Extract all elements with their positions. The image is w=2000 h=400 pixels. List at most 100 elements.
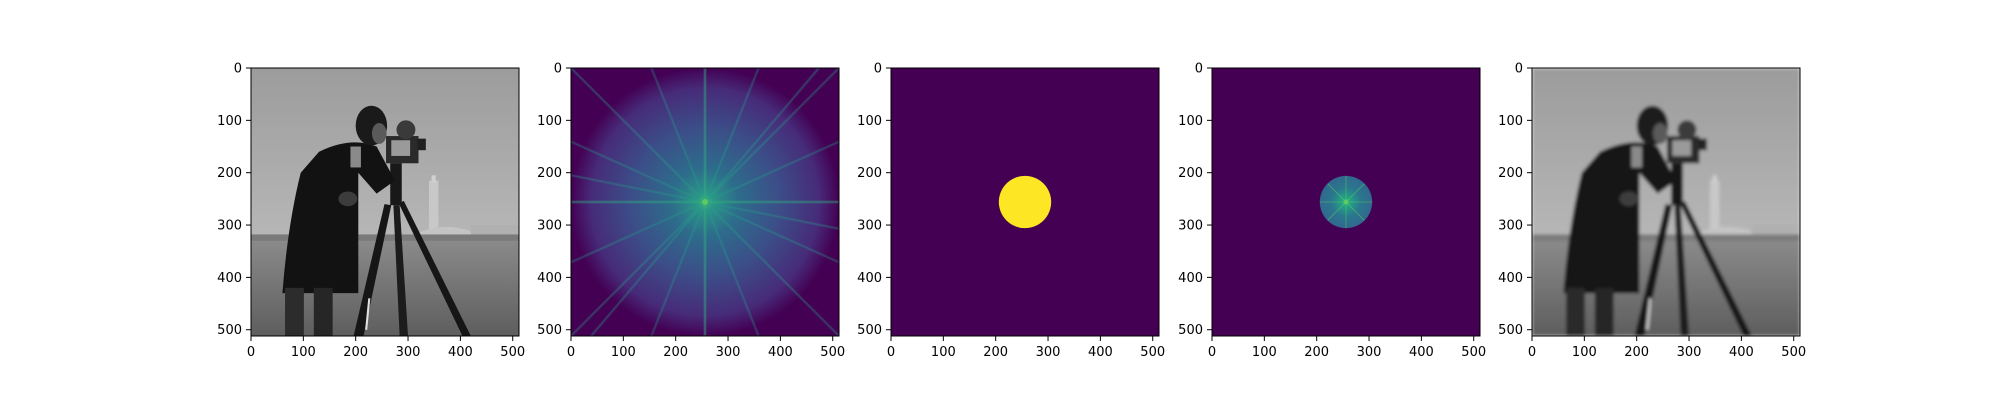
camera-mount [390,163,402,206]
y-tick-label: 300 [857,219,882,234]
y-tick-label: 0 [1515,62,1523,77]
camera-lens [1698,138,1707,151]
panel-2: 0 100 200 300 400 500 0 100 200 300 400 500 [537,62,845,361]
y-tick-label: 500 [857,323,882,338]
image-content [1532,68,1800,336]
man-hand [338,191,358,207]
cameraman-scene [1532,68,1800,336]
man-leg-right [1594,287,1614,336]
x-tick-label: 100 [611,345,636,360]
x-tick-label: 300 [1357,345,1382,360]
x-tick-label: 200 [983,345,1008,360]
y-axis: 0 100 200 300 400 500 [1498,62,1532,338]
tower [428,180,439,239]
y-tick-label: 300 [1498,219,1523,234]
axes-frame [890,67,1160,337]
panels: 0 100 200 300 400 500 0 100 200 300 400 500 0 100 200 3… [217,62,1806,361]
y-tick-label: 100 [1178,114,1203,129]
x-tick-label: 0 [1208,345,1216,360]
x-tick-label: 100 [291,345,316,360]
x-tick-label: 0 [567,345,575,360]
y-tick-label: 400 [217,271,242,286]
x-tick-label: 400 [448,345,473,360]
man-leg-left [285,287,304,336]
y-tick-label: 100 [857,114,882,129]
y-tick-label: 500 [1498,323,1523,338]
tripod-highlight [365,298,371,330]
x-tick-label: 0 [247,345,255,360]
x-tick-label: 400 [1409,345,1434,360]
man-face [1652,122,1668,144]
panel-1: 0 100 200 300 400 500 0 100 200 300 400 500 [217,62,525,361]
x-tick-label: 300 [716,345,741,360]
image-content [571,68,839,336]
panel-4: 0 100 200 300 400 500 0 100 200 300 400 500 [1178,62,1486,361]
y-axis: 0 100 200 300 400 500 [537,62,571,338]
camera-reel [1677,120,1697,140]
tower-top [431,175,436,183]
x-tick-label: 100 [931,345,956,360]
tower [1709,180,1720,239]
camera-lens [417,138,426,151]
y-tick-label: 200 [1498,166,1523,181]
axes-frame [1531,67,1801,337]
man-leg-left [1566,287,1585,336]
y-tick-label: 400 [857,271,882,286]
man-hand [1619,191,1639,207]
man-face [371,122,387,144]
tripod-leg-right [398,200,471,336]
camera-mount [1671,163,1683,206]
y-tick-label: 200 [537,166,562,181]
x-tick-label: 500 [1781,345,1806,360]
y-tick-label: 0 [874,62,882,77]
y-tick-label: 0 [554,62,562,77]
x-tick-label: 300 [1677,345,1702,360]
y-tick-label: 100 [537,114,562,129]
x-tick-label: 200 [1304,345,1329,360]
axes-frame [250,67,520,337]
image-content [891,68,1159,336]
y-axis: 0 100 200 300 400 500 [1178,62,1212,338]
x-axis: 0 100 200 300 400 500 [1208,336,1486,360]
y-tick-label: 400 [1178,271,1203,286]
x-axis: 0 100 200 300 400 500 [247,336,525,360]
x-tick-label: 300 [1036,345,1061,360]
y-tick-label: 200 [217,166,242,181]
camera-face [1672,140,1692,156]
man-collar [1631,146,1642,168]
cameraman-scene [251,68,519,336]
x-tick-label: 100 [1572,345,1597,360]
mask-disk [998,175,1052,229]
tripod-leg-mid [1674,205,1690,336]
tripod-highlight [1646,298,1652,330]
tripod-leg-right [1679,200,1752,336]
x-axis: 0 100 200 300 400 500 [887,336,1165,360]
x-tick-label: 500 [820,345,845,360]
image-content [251,68,519,336]
y-tick-label: 300 [1178,219,1203,234]
y-tick-label: 100 [217,114,242,129]
y-tick-label: 400 [1498,271,1523,286]
y-tick-label: 0 [1195,62,1203,77]
axes-frame [570,67,840,337]
x-tick-label: 200 [343,345,368,360]
image-content [1212,68,1480,336]
y-tick-label: 200 [857,166,882,181]
y-tick-label: 400 [537,271,562,286]
y-tick-label: 200 [1178,166,1203,181]
y-tick-label: 300 [537,219,562,234]
x-axis: 0 100 200 300 400 500 [1528,336,1806,360]
y-tick-label: 500 [537,323,562,338]
man-leg-right [313,287,333,336]
tripod-leg-mid [393,205,409,336]
x-tick-label: 200 [663,345,688,360]
y-tick-label: 0 [234,62,242,77]
x-tick-label: 0 [887,345,895,360]
y-tick-label: 100 [1498,114,1523,129]
tower-top [1712,175,1717,183]
y-axis: 0 100 200 300 400 500 [857,62,891,338]
tripod-leg-left [1634,204,1673,336]
x-tick-label: 0 [1528,345,1536,360]
tripod-leg-left [353,204,392,336]
